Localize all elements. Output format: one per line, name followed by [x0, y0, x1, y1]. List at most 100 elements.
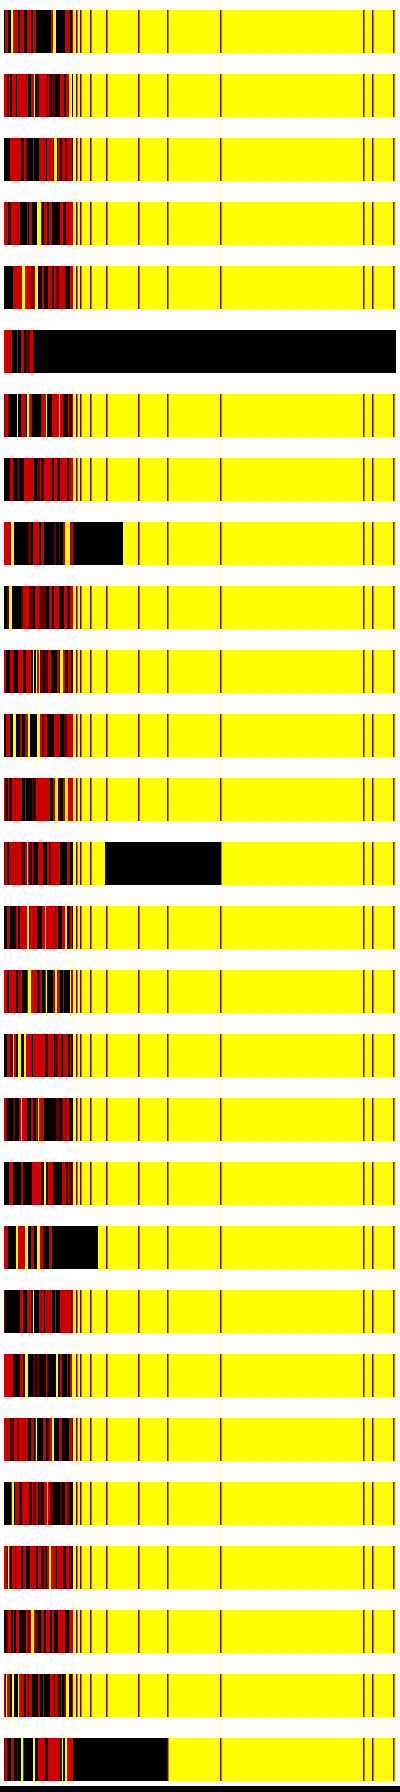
barcode-stripe: [58, 522, 59, 565]
barcode-stripe: [39, 1418, 41, 1461]
barcode-stripe: [53, 778, 55, 821]
barcode-stripe: [17, 714, 20, 757]
barcode-stripe: [31, 458, 34, 501]
barcode-strip: [4, 586, 396, 629]
barcode-stripe: [60, 394, 63, 437]
barcode-stripe: [62, 906, 65, 949]
barcode-stripe: [66, 1162, 68, 1205]
barcode-stripe: [18, 202, 20, 245]
barcode-stripe: [50, 714, 51, 757]
barcode-stripe: [70, 138, 72, 181]
barcode-stripe: [35, 74, 37, 117]
separator-line: [138, 1354, 140, 1397]
barcode-stripe: [37, 1098, 38, 1141]
barcode-stripe: [22, 1034, 24, 1077]
barcode-stripe: [53, 1162, 55, 1205]
separator-line: [220, 650, 222, 693]
barcode-stripe: [27, 202, 28, 245]
barcode-stripe: [63, 1610, 65, 1653]
separator-line: [76, 714, 78, 757]
barcode-stripe: [5, 1290, 8, 1333]
separator-line: [220, 138, 222, 181]
barcode-stripe: [26, 970, 27, 1013]
barcode-stripe: [54, 10, 56, 53]
separator-line: [76, 650, 78, 693]
barcode-stripe: [23, 586, 26, 629]
barcode-stripe: [55, 1162, 58, 1205]
barcode-stripe: [8, 10, 11, 53]
barcode-stripe: [18, 330, 21, 373]
barcode-stripe: [15, 1482, 16, 1525]
separator-line: [372, 394, 374, 437]
barcode-stripe: [12, 1482, 14, 1525]
barcode-stripe: [42, 714, 44, 757]
separator-line: [90, 1674, 92, 1717]
separator-line: [363, 10, 365, 53]
separator-line: [363, 1034, 365, 1077]
barcode-stripe: [43, 138, 44, 181]
barcode-stripe: [39, 266, 42, 309]
barcode-stripe: [26, 330, 29, 373]
barcode-stripe: [32, 1546, 33, 1589]
barcode-stripe: [33, 1034, 34, 1077]
barcode-stripe: [31, 1290, 33, 1333]
barcode-stripe: [18, 1738, 21, 1781]
barcode-stripe: [16, 842, 18, 885]
barcode-stripe: [25, 1162, 27, 1205]
barcode-stripe: [67, 458, 69, 501]
barcode-stripe: [5, 1226, 7, 1269]
barcode-stripe: [62, 266, 65, 309]
barcode-stripe: [46, 1610, 49, 1653]
barcode-stripe: [33, 1098, 36, 1141]
barcode-stripe: [10, 1546, 12, 1589]
barcode-stripe: [54, 1610, 55, 1653]
separator-line: [90, 906, 92, 949]
separator-line: [76, 266, 78, 309]
separator-line: [220, 970, 222, 1013]
separator-line: [76, 1290, 78, 1333]
barcode-strip: [4, 1226, 396, 1269]
barcode-stripe: [55, 778, 58, 821]
black-block: [105, 842, 221, 885]
barcode-stripe: [20, 1354, 23, 1397]
separator-line: [138, 714, 140, 757]
barcode-stripe: [65, 1290, 67, 1333]
barcode-stripe: [70, 778, 72, 821]
separator-line: [393, 906, 395, 949]
barcode-stripe: [52, 1418, 54, 1461]
barcode-stripe: [52, 394, 54, 437]
separator-line: [372, 1482, 374, 1525]
barcode-stripe: [68, 10, 70, 53]
barcode-stripe: [26, 1034, 27, 1077]
barcode-stripe: [9, 1162, 12, 1205]
separator-line: [138, 522, 140, 565]
separator-line: [363, 1418, 365, 1461]
separator-line: [90, 266, 92, 309]
separator-line: [138, 266, 140, 309]
barcode-stripe: [27, 1098, 29, 1141]
separator-line: [167, 10, 169, 53]
barcode-stripe: [44, 202, 47, 245]
barcode-stripe: [43, 1418, 45, 1461]
barcode-stripe: [9, 650, 10, 693]
barcode-stripe: [47, 202, 49, 245]
barcode-stripe: [47, 138, 50, 181]
barcode-stripe: [21, 458, 24, 501]
separator-line: [106, 906, 108, 949]
separator-line: [106, 266, 108, 309]
barcode-stripe: [21, 394, 24, 437]
barcode-stripe: [8, 778, 9, 821]
barcode-stripe: [38, 1482, 39, 1525]
barcode-stripe: [37, 906, 38, 949]
barcode-stripe: [25, 1482, 26, 1525]
separator-line: [363, 1162, 365, 1205]
separator-line: [363, 1610, 365, 1653]
barcode-stripe: [49, 1738, 52, 1781]
barcode-stripe: [17, 1354, 20, 1397]
barcode-stripe: [12, 1162, 13, 1205]
barcode-stripe: [72, 138, 73, 181]
separator-line: [372, 1738, 374, 1781]
barcode-stripe: [18, 906, 20, 949]
barcode-stripe: [66, 74, 69, 117]
barcode-stripe: [71, 1034, 72, 1077]
